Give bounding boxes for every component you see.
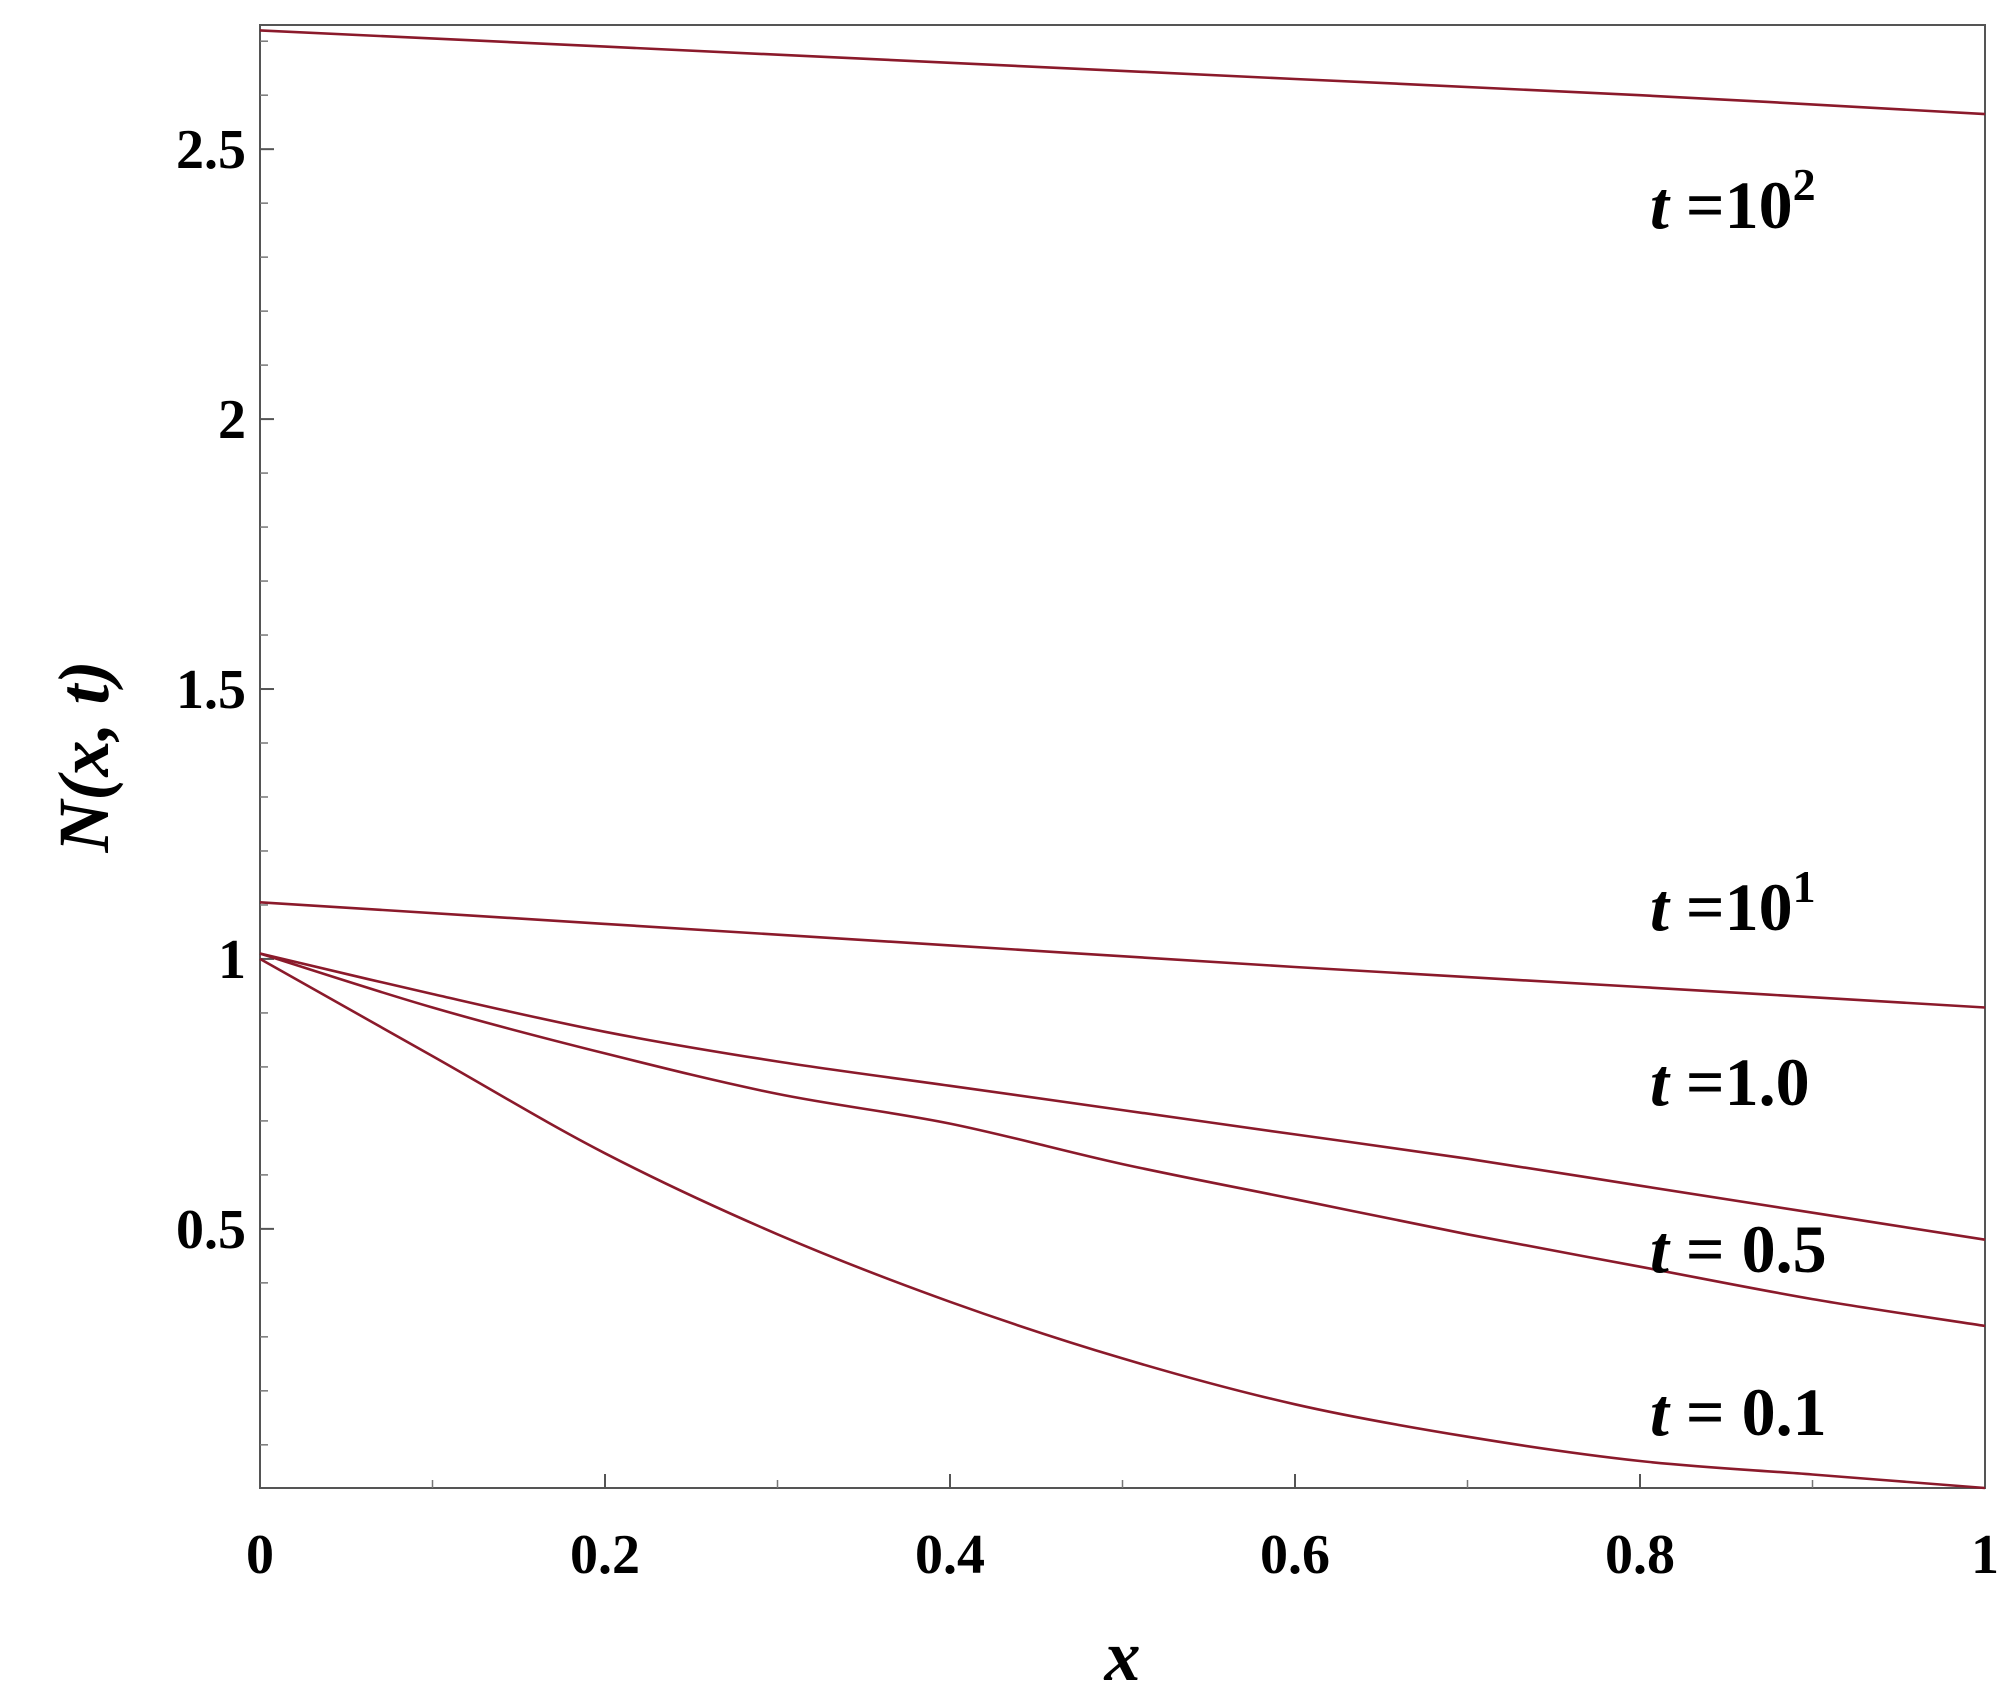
x-tick-label: 0.4: [915, 1524, 985, 1586]
series-lines: [259, 29, 1986, 1490]
x-tick-label: 0.8: [1605, 1524, 1675, 1586]
y-tick-label: 2.5: [176, 119, 246, 181]
series-label-1: t =101: [1650, 861, 1816, 945]
y-tick-label: 1.5: [176, 659, 246, 721]
series-label-var: t: [1650, 167, 1671, 243]
series-label-text: = 0.1: [1669, 1374, 1827, 1450]
series-label-text: =10: [1669, 869, 1793, 945]
x-tick-label: 0.2: [570, 1524, 640, 1586]
series-label-4: t = 0.1: [1650, 1374, 1827, 1450]
series-label-var: t: [1650, 1374, 1671, 1450]
y-axis-title: N(x, t): [44, 661, 124, 854]
series-label-var: t: [1650, 1044, 1671, 1120]
series-line-1: [259, 901, 1986, 1009]
y-tick-label: 1: [218, 929, 246, 991]
x-axis: 0 0.2 0.4 0.6 0.8 1: [246, 1474, 1999, 1586]
series-label-text: =10: [1669, 167, 1793, 243]
series-label-exponent: 2: [1793, 159, 1816, 210]
x-axis-title: x: [1104, 1616, 1141, 1696]
series-line-4: [259, 957, 1986, 1490]
series-label-3: t = 0.5: [1650, 1211, 1827, 1287]
y-tick-label: 2: [218, 389, 246, 451]
series-line-2: [259, 952, 1986, 1241]
series-line-0: [259, 29, 1986, 116]
series-label-exponent: 1: [1793, 861, 1816, 912]
series-label-0: t =102: [1650, 159, 1816, 243]
y-axis: 0.5 1 1.5 2 2.5: [176, 40, 274, 1446]
x-tick-label: 1: [1971, 1524, 1999, 1586]
series-label-var: t: [1650, 869, 1671, 945]
x-tick-label: 0: [246, 1524, 274, 1586]
series-line-3: [259, 952, 1986, 1328]
series-label-text: = 0.5: [1669, 1211, 1827, 1287]
series-label-var: t: [1650, 1211, 1671, 1287]
series-label-text: =1.0: [1669, 1044, 1810, 1120]
series-label-2: t =1.0: [1650, 1044, 1810, 1120]
y-tick-label: 0.5: [176, 1199, 246, 1261]
x-tick-label: 0.6: [1260, 1524, 1330, 1586]
